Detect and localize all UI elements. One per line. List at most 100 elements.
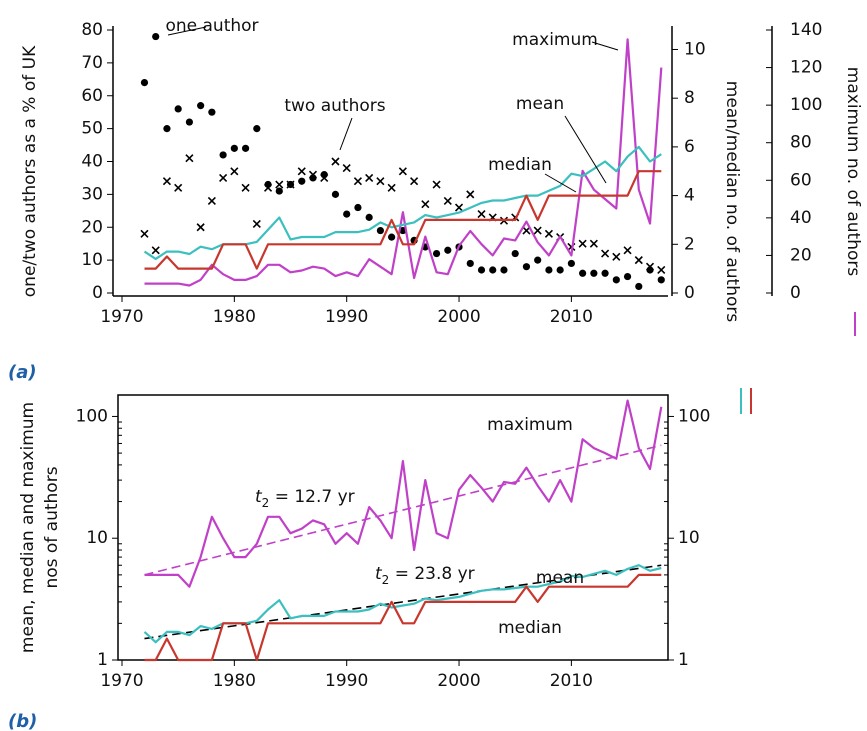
y3-tick-label: 60	[790, 170, 812, 190]
one-author-point	[601, 269, 609, 277]
x-tick-label: 1970	[100, 307, 143, 327]
one-author-point	[152, 32, 160, 41]
one-author-point	[500, 266, 508, 274]
y2-axis-title: mean/median no. of authors	[722, 81, 742, 323]
one-author-point	[376, 226, 384, 235]
two-author-point	[657, 265, 666, 275]
trend-line	[144, 444, 662, 576]
two-author-point	[578, 239, 587, 248]
x-tick-label: 1990	[325, 671, 368, 691]
x-tick-label: 2010	[550, 307, 593, 327]
two-author-point	[196, 223, 205, 232]
leader-line	[167, 26, 207, 36]
trend-subscript: 2	[382, 573, 390, 587]
y-tick-label: 60	[81, 86, 103, 106]
two-author-point	[140, 229, 149, 238]
one-author-point	[343, 210, 351, 218]
two-author-point	[443, 196, 452, 206]
series-label: maximum	[487, 415, 573, 435]
leader-line	[591, 41, 619, 51]
y3-tick-label: 100	[790, 95, 822, 115]
two-author-point	[308, 170, 318, 179]
two-author-point	[612, 252, 621, 261]
y2-tick-label: 4	[684, 186, 695, 206]
one-author-point	[331, 190, 340, 198]
series-label: median	[488, 155, 552, 175]
panel-label: (a)	[8, 362, 37, 383]
two-author-point	[601, 249, 610, 258]
one-author-point	[241, 144, 250, 152]
x-tick-label: 1980	[213, 307, 256, 327]
y3-tick-label: 0	[790, 283, 801, 303]
one-author-point	[556, 266, 564, 274]
y3-tick-label: 80	[790, 133, 812, 153]
two-author-point	[376, 177, 385, 186]
leader-line	[544, 173, 577, 193]
two-author-point	[432, 180, 441, 189]
two-author-point	[207, 196, 216, 206]
two-author-point	[589, 239, 598, 248]
one-author-point	[140, 79, 149, 87]
one-author-point	[298, 177, 306, 185]
y3-tick-label: 20	[790, 245, 812, 265]
two-author-point	[331, 157, 340, 166]
y2-tick-label: 10	[684, 39, 706, 59]
one-author-point	[219, 151, 227, 159]
y-axis-title: mean, median and maximum	[18, 402, 38, 653]
one-author-point	[579, 269, 587, 277]
median-line	[144, 573, 662, 662]
y-axis-title: nos of authors	[42, 466, 62, 588]
two-author-point	[454, 203, 464, 212]
two-author-point	[230, 167, 239, 176]
one-author-point	[657, 276, 665, 284]
two-author-point	[286, 180, 295, 189]
series-label: two authors	[284, 96, 385, 116]
two-author-point	[342, 164, 351, 173]
two-author-point	[634, 256, 643, 265]
two-author-point	[174, 183, 183, 192]
one-author-point	[174, 105, 182, 113]
one-author-point	[635, 282, 643, 291]
trend-text: = 12.7 yr	[269, 487, 354, 507]
two-author-point	[645, 262, 655, 271]
y2-tick-label: 6	[684, 137, 695, 157]
y3-tick-label: 40	[790, 208, 812, 228]
one-author-point	[163, 125, 171, 133]
one-author-point	[365, 213, 373, 221]
one-author-point	[623, 272, 632, 281]
two-author-point	[410, 177, 419, 186]
one-author-point	[511, 249, 519, 258]
y-tick-label: 10	[81, 250, 103, 270]
trend-text: = 23.8 yr	[389, 564, 474, 584]
one-author-point	[612, 276, 620, 284]
y-tick-label: 50	[81, 119, 103, 139]
x-tick-label: 1990	[325, 307, 368, 327]
trend-subscript: 2	[262, 496, 270, 510]
one-author-point	[534, 256, 542, 264]
x-tick-label: 2000	[437, 671, 480, 691]
two-author-point	[365, 173, 374, 183]
one-author-point	[477, 266, 486, 274]
trend-line	[144, 564, 662, 640]
two-author-point	[320, 173, 329, 183]
y-tick-label: 70	[81, 53, 103, 73]
leader-line	[564, 115, 607, 184]
y-tick-label: 20	[81, 217, 103, 237]
y-tick-label: 10	[86, 528, 108, 548]
two-author-point	[162, 177, 172, 186]
x-tick-label: 2010	[550, 671, 593, 691]
one-author-point	[444, 246, 452, 254]
two-author-point	[353, 177, 362, 186]
y2-tick-label: 0	[684, 283, 695, 303]
y-tick-label: 0	[92, 283, 103, 303]
one-author-point	[197, 102, 205, 110]
maximum-line	[144, 399, 663, 588]
leader-line	[339, 117, 353, 151]
one-author-point	[432, 249, 441, 258]
one-author-point	[489, 266, 497, 274]
two-author-point	[466, 190, 475, 199]
one-author-point	[466, 259, 474, 268]
panel-label: (b)	[8, 711, 37, 731]
plot-frame	[117, 394, 669, 661]
